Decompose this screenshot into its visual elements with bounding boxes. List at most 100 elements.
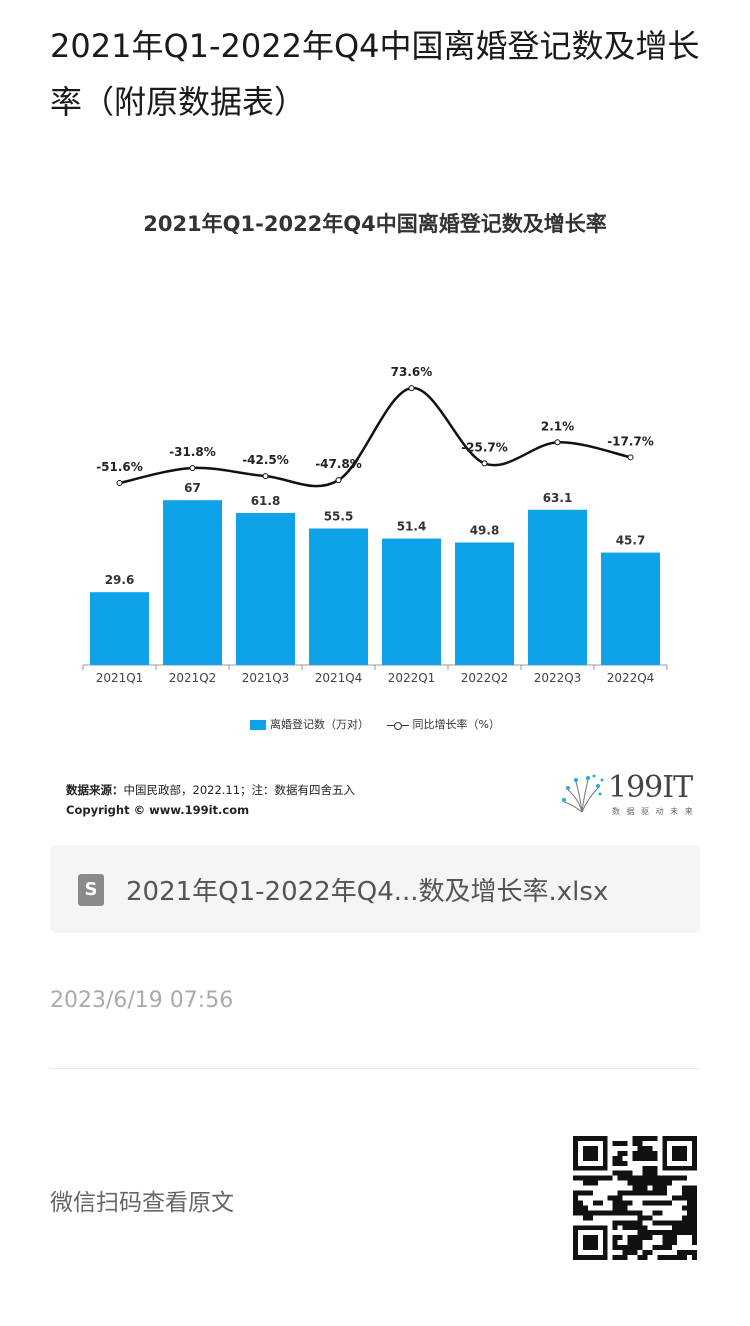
qr-module — [662, 1235, 668, 1241]
file-attachment[interactable]: S 2021年Q1-2022年Q4...数及增长率.xlsx — [50, 845, 700, 933]
qr-module — [652, 1180, 658, 1186]
qr-module — [617, 1170, 623, 1176]
qr-module — [637, 1185, 643, 1191]
qr-finder — [672, 1145, 688, 1161]
qr-module — [622, 1255, 628, 1260]
qr-module — [657, 1200, 663, 1206]
qr-module — [672, 1225, 678, 1231]
legend-line-label: 同比增长率（%） — [412, 718, 500, 731]
qr-module — [652, 1200, 658, 1206]
qr-module — [647, 1165, 653, 1171]
qr-module — [647, 1136, 653, 1141]
source-note: 数据来源：中国民政部，2022.11；注：数据有四舍五入 Copyright ©… — [66, 780, 355, 820]
qr-code-icon[interactable] — [573, 1136, 697, 1260]
qr-module — [622, 1140, 628, 1146]
qr-finder — [662, 1136, 668, 1171]
qr-module — [617, 1195, 623, 1201]
qr-module — [647, 1250, 653, 1256]
qr-module — [617, 1210, 623, 1216]
divider — [50, 1068, 700, 1069]
qr-module — [647, 1235, 653, 1241]
qr-module — [627, 1180, 633, 1186]
qr-module — [647, 1190, 653, 1196]
qr-finder — [573, 1136, 578, 1171]
qr-module — [617, 1140, 623, 1146]
qr-module — [662, 1180, 668, 1186]
qr-finder — [662, 1165, 697, 1171]
qr-module — [612, 1170, 618, 1176]
file-name[interactable]: 2021年Q1-2022年Q4...数及增长率.xlsx — [126, 877, 609, 907]
qr-module — [617, 1190, 623, 1196]
qr-module — [612, 1235, 618, 1241]
qr-module — [687, 1195, 693, 1201]
qr-module — [642, 1200, 648, 1206]
qr-module — [642, 1155, 648, 1161]
qr-module — [692, 1255, 697, 1260]
qr-module — [682, 1230, 688, 1236]
bar-value-label: 55.5 — [324, 509, 354, 523]
qr-module — [657, 1185, 663, 1191]
qr-module — [612, 1220, 618, 1226]
qr-module — [642, 1180, 648, 1186]
qr-module — [662, 1220, 668, 1226]
qr-module — [682, 1190, 688, 1196]
qr-module — [647, 1155, 653, 1161]
chart-card: 2021年Q1-2022年Q4中国离婚登记数及增长率 29.6 2021Q1 67 2… — [50, 190, 700, 830]
qr-module — [677, 1195, 683, 1201]
bar-value-label: 29.6 — [105, 573, 135, 587]
logo-subtitle: 数 据 驱 动 未 来 — [612, 807, 695, 816]
qr-module — [573, 1190, 578, 1196]
growth-rate-label: -47.8% — [315, 457, 362, 471]
qr-module — [667, 1255, 673, 1260]
qr-module — [667, 1200, 673, 1206]
qr-module — [692, 1210, 697, 1216]
qr-module — [622, 1205, 628, 1211]
qr-module — [617, 1245, 623, 1251]
qr-finder — [662, 1136, 697, 1141]
qr-module — [632, 1185, 638, 1191]
qr-module — [612, 1240, 618, 1246]
qr-module — [622, 1210, 628, 1216]
chart-title: 2021年Q1-2022年Q4中国离婚登记数及增长率 — [143, 212, 607, 236]
qr-module — [662, 1230, 668, 1236]
page-title: 2021年Q1-2022年Q4中国离婚登记数及增长率（附原数据表） — [50, 27, 700, 121]
qr-module — [642, 1150, 648, 1156]
qr-finder — [602, 1136, 608, 1171]
bar — [601, 552, 660, 665]
bar-value-label: 63.1 — [543, 491, 573, 505]
qr-module — [587, 1190, 593, 1196]
qr-module — [617, 1175, 623, 1181]
qr-module — [637, 1145, 643, 1151]
growth-rate-point — [189, 464, 196, 471]
qr-module — [687, 1215, 693, 1221]
qr-module — [667, 1175, 673, 1181]
qr-module — [662, 1200, 668, 1206]
qr-module — [582, 1180, 588, 1186]
qr-module — [687, 1210, 693, 1216]
source-label: 数据来源： — [66, 783, 124, 797]
qr-module — [692, 1195, 697, 1201]
qr-module — [607, 1175, 613, 1181]
qr-module — [592, 1200, 598, 1206]
qr-module — [582, 1210, 588, 1216]
growth-rate-label: -25.7% — [461, 440, 508, 454]
qr-module — [582, 1190, 588, 1196]
qr-module — [637, 1175, 643, 1181]
qr-module — [617, 1255, 623, 1260]
qr-module — [657, 1230, 663, 1236]
qr-module — [632, 1175, 638, 1181]
qr-module — [652, 1150, 658, 1156]
qr-module — [682, 1225, 688, 1231]
qr-module — [597, 1210, 603, 1216]
bar — [163, 500, 222, 665]
qr-module — [692, 1200, 697, 1206]
qr-module — [607, 1195, 613, 1201]
qr-module — [667, 1220, 673, 1226]
bar-value-label: 67 — [184, 481, 201, 495]
qr-module — [687, 1230, 693, 1236]
growth-rate-label: -31.8% — [169, 445, 216, 459]
qr-module — [692, 1190, 697, 1196]
qr-module — [637, 1240, 643, 1246]
growth-rate-point — [481, 460, 488, 467]
qr-module — [677, 1225, 683, 1231]
